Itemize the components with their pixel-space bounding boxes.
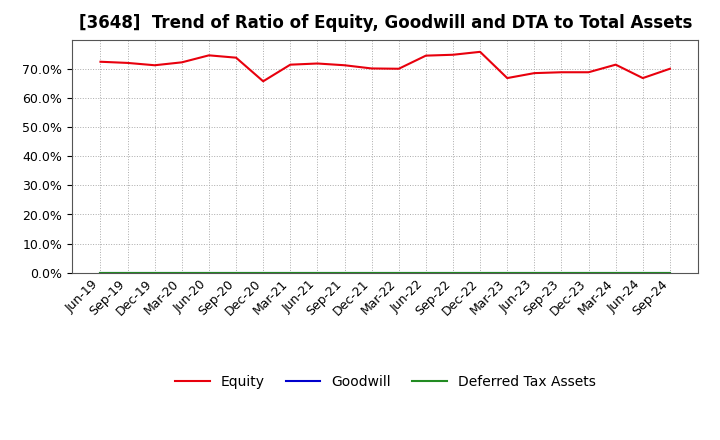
Goodwill xyxy=(476,270,485,275)
Deferred Tax Assets xyxy=(259,270,268,275)
Goodwill xyxy=(639,270,647,275)
Deferred Tax Assets xyxy=(530,270,539,275)
Deferred Tax Assets xyxy=(611,270,620,275)
Equity xyxy=(665,66,674,71)
Deferred Tax Assets xyxy=(639,270,647,275)
Deferred Tax Assets xyxy=(421,270,430,275)
Equity xyxy=(286,62,294,67)
Equity xyxy=(584,70,593,75)
Goodwill xyxy=(611,270,620,275)
Equity xyxy=(232,55,240,60)
Deferred Tax Assets xyxy=(449,270,457,275)
Deferred Tax Assets xyxy=(557,270,566,275)
Equity xyxy=(178,60,186,65)
Title: [3648]  Trend of Ratio of Equity, Goodwill and DTA to Total Assets: [3648] Trend of Ratio of Equity, Goodwil… xyxy=(78,15,692,33)
Goodwill xyxy=(178,270,186,275)
Deferred Tax Assets xyxy=(665,270,674,275)
Deferred Tax Assets xyxy=(367,270,376,275)
Goodwill xyxy=(530,270,539,275)
Goodwill xyxy=(123,270,132,275)
Equity xyxy=(395,66,403,71)
Deferred Tax Assets xyxy=(123,270,132,275)
Equity xyxy=(313,61,322,66)
Goodwill xyxy=(96,270,105,275)
Equity xyxy=(476,49,485,55)
Equity xyxy=(503,75,511,81)
Equity xyxy=(341,62,349,68)
Legend: Equity, Goodwill, Deferred Tax Assets: Equity, Goodwill, Deferred Tax Assets xyxy=(169,369,601,394)
Equity xyxy=(611,62,620,67)
Goodwill xyxy=(259,270,268,275)
Deferred Tax Assets xyxy=(286,270,294,275)
Goodwill xyxy=(503,270,511,275)
Equity xyxy=(150,62,159,68)
Equity xyxy=(421,53,430,58)
Deferred Tax Assets xyxy=(395,270,403,275)
Deferred Tax Assets xyxy=(150,270,159,275)
Goodwill xyxy=(150,270,159,275)
Deferred Tax Assets xyxy=(204,270,213,275)
Equity xyxy=(123,60,132,66)
Deferred Tax Assets xyxy=(178,270,186,275)
Equity xyxy=(639,75,647,81)
Deferred Tax Assets xyxy=(313,270,322,275)
Goodwill xyxy=(584,270,593,275)
Deferred Tax Assets xyxy=(96,270,105,275)
Goodwill xyxy=(313,270,322,275)
Goodwill xyxy=(449,270,457,275)
Deferred Tax Assets xyxy=(341,270,349,275)
Equity xyxy=(259,79,268,84)
Goodwill xyxy=(286,270,294,275)
Line: Equity: Equity xyxy=(101,52,670,81)
Goodwill xyxy=(421,270,430,275)
Equity xyxy=(96,59,105,64)
Goodwill xyxy=(395,270,403,275)
Equity xyxy=(367,66,376,71)
Equity xyxy=(557,70,566,75)
Equity xyxy=(204,53,213,58)
Equity xyxy=(530,70,539,76)
Deferred Tax Assets xyxy=(503,270,511,275)
Goodwill xyxy=(341,270,349,275)
Goodwill xyxy=(367,270,376,275)
Goodwill xyxy=(665,270,674,275)
Deferred Tax Assets xyxy=(232,270,240,275)
Equity xyxy=(449,52,457,57)
Deferred Tax Assets xyxy=(584,270,593,275)
Goodwill xyxy=(204,270,213,275)
Goodwill xyxy=(557,270,566,275)
Goodwill xyxy=(232,270,240,275)
Deferred Tax Assets xyxy=(476,270,485,275)
